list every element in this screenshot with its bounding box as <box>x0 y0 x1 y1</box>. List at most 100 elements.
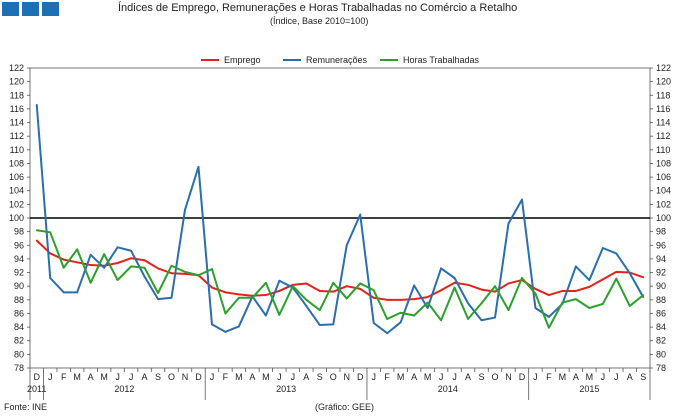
data-point-horas <box>534 292 537 295</box>
legend-swatch-remuneracoes <box>283 59 301 61</box>
x-tick-label-month: S <box>479 372 485 382</box>
y-tick-label-left: 118 <box>10 90 24 100</box>
data-point-horas <box>103 253 106 256</box>
data-point-remuneracoes <box>534 307 537 309</box>
data-point-emprego <box>291 283 294 286</box>
data-point-remuneracoes <box>386 332 389 335</box>
chart-subtitle: (Índice, Base 2010=100) <box>270 16 369 26</box>
data-point-emprego <box>332 290 335 293</box>
x-tick-label-month: F <box>61 372 67 382</box>
data-point-emprego <box>211 286 213 289</box>
logo-block <box>2 2 19 16</box>
x-tick-label-month: J <box>614 372 619 382</box>
data-point-horas <box>89 281 92 284</box>
y-tick-label-right: 84 <box>656 322 666 332</box>
x-tick-label-year: 2013 <box>276 384 296 394</box>
data-point-remuneracoes <box>130 249 132 252</box>
data-point-horas <box>507 309 510 311</box>
x-tick-label-month: F <box>546 372 552 382</box>
y-tick-label-left: 94 <box>14 254 24 264</box>
data-point-remuneracoes <box>480 319 483 322</box>
y-tick-label-right: 80 <box>656 349 666 359</box>
data-point-emprego <box>116 262 119 264</box>
data-point-horas <box>345 297 348 300</box>
x-tick-label-month: A <box>411 372 417 382</box>
y-tick-label-left: 80 <box>14 349 24 359</box>
x-tick-label-month: J <box>115 372 120 382</box>
data-point-horas <box>143 266 146 269</box>
source-note: Fonte: INE <box>4 402 48 412</box>
data-point-horas <box>170 264 173 267</box>
data-point-emprego <box>413 298 416 301</box>
data-point-horas <box>62 266 65 269</box>
x-tick-label-month: M <box>559 372 567 382</box>
data-point-horas <box>440 319 442 322</box>
data-point-emprego <box>62 258 65 261</box>
data-point-remuneracoes <box>89 253 92 256</box>
data-point-horas <box>548 326 550 329</box>
x-tick-label-month: S <box>155 372 161 382</box>
logo <box>2 2 59 16</box>
data-point-emprego <box>264 294 267 296</box>
data-point-emprego <box>76 261 79 264</box>
data-point-horas <box>130 265 132 268</box>
data-point-emprego <box>453 281 456 284</box>
y-tick-label-right: 78 <box>656 363 666 373</box>
data-point-horas <box>332 281 335 284</box>
series-line-remuneracoes <box>35 104 645 335</box>
data-point-horas <box>184 270 186 273</box>
data-point-emprego <box>615 270 618 273</box>
data-point-emprego <box>224 291 227 294</box>
y-tick-label-left: 116 <box>10 104 24 114</box>
x-tick-label-month: A <box>249 372 255 382</box>
data-point-horas <box>197 274 200 277</box>
data-point-remuneracoes <box>372 322 375 324</box>
y-tick-label-left: 122 <box>9 63 24 73</box>
data-point-horas <box>480 302 483 305</box>
data-point-remuneracoes <box>574 265 577 268</box>
data-point-emprego <box>157 267 159 270</box>
data-point-emprego <box>561 290 564 292</box>
data-point-emprego <box>278 290 281 292</box>
data-point-remuneracoes <box>521 198 523 201</box>
y-tick-label-right: 98 <box>656 227 666 237</box>
data-point-remuneracoes <box>305 305 308 307</box>
x-tick-label-month: D <box>195 372 202 382</box>
x-tick-label-month: J <box>439 372 444 382</box>
y-tick-label-right: 110 <box>656 145 670 155</box>
y-tick-label-right: 102 <box>656 199 671 209</box>
x-tick-label-month: M <box>424 372 432 382</box>
x-tick-label-month: S <box>317 372 323 382</box>
legend-swatch-horas <box>380 59 398 61</box>
y-tick-label-right: 90 <box>656 281 666 291</box>
data-point-remuneracoes <box>413 284 416 287</box>
y-tick-label-left: 102 <box>9 199 24 209</box>
x-tick-label-month: A <box>573 372 579 382</box>
x-tick-label-month: M <box>235 372 243 382</box>
data-point-emprego <box>49 252 52 255</box>
data-point-horas <box>238 296 240 299</box>
x-tick-label-year: 2014 <box>438 384 458 394</box>
y-tick-label-left: 110 <box>10 145 24 155</box>
data-point-remuneracoes <box>548 315 550 318</box>
data-point-horas <box>264 281 267 284</box>
data-point-emprego <box>534 288 537 290</box>
y-tick-label-left: 108 <box>9 158 24 168</box>
y-tick-label-right: 112 <box>656 131 670 141</box>
y-tick-label-right: 116 <box>656 104 670 114</box>
data-point-horas <box>521 277 523 279</box>
x-tick-label-month: M <box>586 372 594 382</box>
y-tick-label-right: 114 <box>656 118 670 128</box>
data-point-emprego <box>184 273 186 275</box>
data-point-remuneracoes <box>399 321 402 324</box>
x-tick-label-year: 2012 <box>114 384 134 394</box>
y-tick-label-left: 88 <box>14 295 24 305</box>
data-point-horas <box>305 298 308 301</box>
y-tick-label-right: 104 <box>656 186 671 196</box>
x-tick-label-year: 2011 <box>27 384 46 394</box>
data-point-remuneracoes <box>345 244 348 247</box>
x-tick-label-month: J <box>533 372 538 382</box>
y-tick-label-left: 104 <box>9 186 24 196</box>
data-point-emprego <box>426 296 429 298</box>
x-tick-label-month: A <box>465 372 471 382</box>
